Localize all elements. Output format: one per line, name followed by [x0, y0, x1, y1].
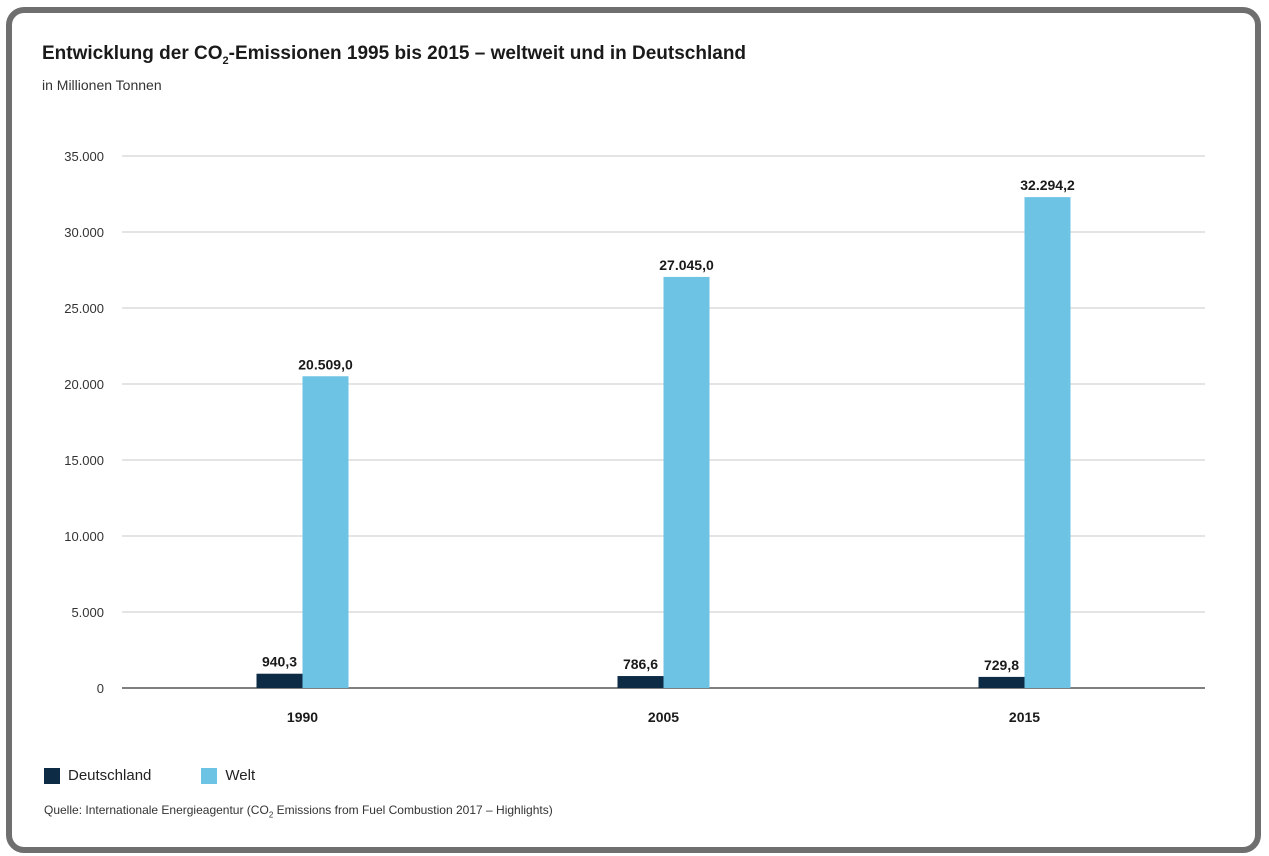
- y-tick-label: 10.000: [64, 529, 104, 544]
- legend-item-deutschland: Deutschland: [44, 767, 151, 784]
- bar-welt-1990: [302, 376, 349, 688]
- bar-deutschland-1990: [256, 673, 303, 688]
- y-tick-label: 15.000: [64, 453, 104, 468]
- data-label: 729,8: [984, 657, 1019, 673]
- y-tick-label: 25.000: [64, 301, 104, 316]
- data-label: 786,6: [623, 656, 658, 672]
- data-label: 27.045,0: [659, 257, 714, 273]
- legend-swatch-welt: [201, 767, 218, 784]
- x-tick-label: 1990: [287, 709, 318, 725]
- legend: Deutschland Welt: [44, 767, 255, 784]
- y-tick-label: 35.000: [64, 149, 104, 164]
- chart-title: Entwicklung der CO2-Emissionen 1995 bis …: [42, 43, 747, 67]
- data-label: 32.294,2: [1020, 177, 1075, 193]
- legend-label-welt: Welt: [225, 767, 256, 784]
- bar-welt-2005: [663, 276, 710, 688]
- y-tick-label: 20.000: [64, 377, 104, 392]
- legend-item-welt: Welt: [201, 767, 255, 784]
- bar-welt-2015: [1024, 197, 1071, 688]
- bar-deutschland-2005: [617, 676, 664, 688]
- x-tick-label: 2015: [1009, 709, 1040, 725]
- y-tick-label: 5.000: [71, 605, 104, 620]
- y-tick-label: 0: [97, 681, 104, 696]
- chart-subtitle: in Millionen Tonnen: [42, 77, 162, 93]
- source-note: Quelle: Internationale Energieagentur (C…: [44, 803, 553, 820]
- x-tick-label: 2005: [648, 709, 679, 725]
- bar-deutschland-2015: [978, 676, 1025, 688]
- data-label: 940,3: [262, 654, 297, 670]
- legend-label-deutschland: Deutschland: [68, 767, 152, 784]
- y-tick-label: 30.000: [64, 225, 104, 240]
- legend-swatch-deutschland: [44, 767, 60, 784]
- data-label: 20.509,0: [298, 356, 353, 372]
